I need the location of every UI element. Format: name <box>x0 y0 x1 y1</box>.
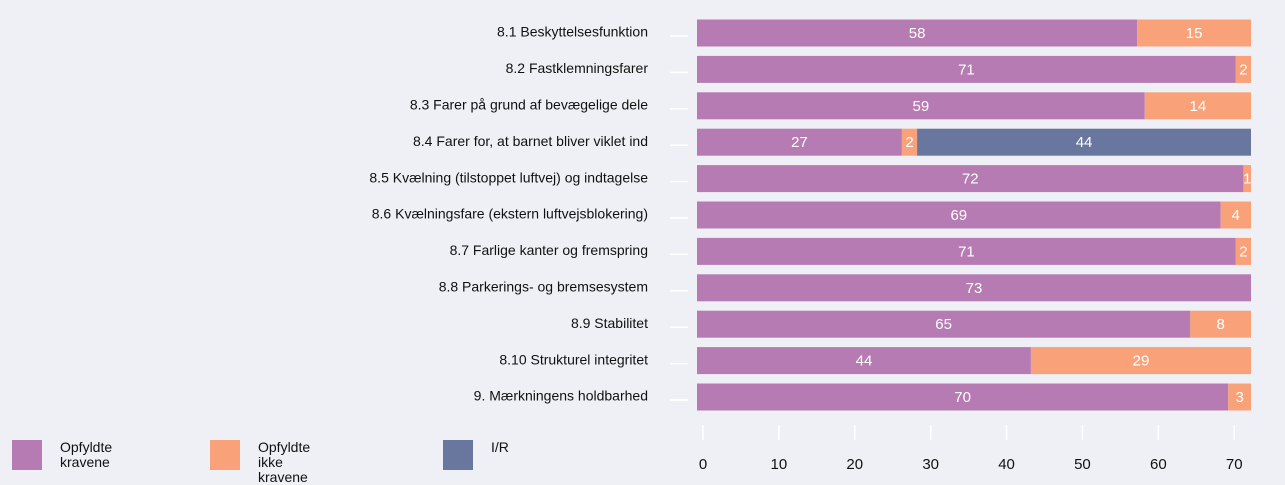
bar-segment <box>697 310 1191 338</box>
value-label: 14 <box>1190 98 1207 115</box>
bar-segment <box>697 55 1236 83</box>
legend-item: Opfyldte ikke kravene <box>210 440 333 485</box>
bar-segment <box>917 128 1251 156</box>
value-label: 65 <box>935 316 952 333</box>
value-label: 59 <box>913 98 930 115</box>
bar-segment <box>1030 347 1251 375</box>
bar-segment <box>697 201 1221 229</box>
x-tick-label: 30 <box>922 456 939 473</box>
bar-segment <box>697 165 1244 193</box>
category-label: 8.10 Strukturel integritet <box>499 351 648 367</box>
bar-segment <box>901 128 918 156</box>
bar-segment <box>1243 165 1251 193</box>
legend-label: Opfyldte kravene <box>60 439 113 470</box>
bar-segment <box>697 383 1229 411</box>
value-label: 44 <box>1076 134 1093 151</box>
bar-segment <box>697 237 1236 265</box>
category-label: 8.1 Beskyttelsesfunktion <box>497 24 648 40</box>
legend-label: Opfyldte ikke kravene <box>258 439 311 485</box>
category-label: 8.4 Farer for, at barnet bliver viklet i… <box>413 133 648 149</box>
bar-segment <box>1228 383 1251 411</box>
value-label: 70 <box>954 389 971 406</box>
legend-swatch <box>12 440 42 470</box>
x-tick-label: 20 <box>846 456 863 473</box>
bar-segment <box>697 274 1251 302</box>
bar-segment <box>697 92 1145 120</box>
bar-segment <box>697 128 902 156</box>
category-label: 9. Mærkningens holdbarhed <box>474 388 648 404</box>
x-tick-label: 10 <box>771 456 788 473</box>
legend-item: Opfyldte kravene <box>12 440 135 470</box>
bar-segment <box>1137 19 1251 47</box>
value-label: 2 <box>1239 243 1247 260</box>
value-label: 27 <box>791 134 808 151</box>
category-label: 8.2 Fastklemningsfarer <box>506 60 649 76</box>
value-label: 71 <box>958 61 975 78</box>
value-label: 1 <box>1243 171 1251 188</box>
value-label: 71 <box>958 243 975 260</box>
category-label: 8.5 Kvælning (tilstoppet luftvej) og ind… <box>369 169 648 185</box>
value-label: 3 <box>1235 389 1243 406</box>
category-label: 8.9 Stabilitet <box>571 315 648 331</box>
value-label: 72 <box>962 171 979 188</box>
value-label: 2 <box>905 134 913 151</box>
value-label: 2 <box>1239 61 1247 78</box>
chart: 8.1 Beskyttelsesfunktion 58 15 8.2 Fastklem… <box>369 19 1251 473</box>
bar-segment <box>697 347 1031 375</box>
category-label: 8.6 Kvælningsfare (ekstern luftvejsbloke… <box>372 206 648 222</box>
x-tick-label: 70 <box>1226 456 1243 473</box>
bar-segment <box>1190 310 1251 338</box>
bar-segment <box>1144 92 1251 120</box>
value-label: 69 <box>950 207 967 224</box>
x-tick-label: 40 <box>998 456 1015 473</box>
legend-label: I/R <box>491 439 509 455</box>
x-tick-label: 0 <box>699 456 707 473</box>
legend-swatch <box>210 440 240 470</box>
bar-segment <box>1235 237 1251 265</box>
x-tick-label: 50 <box>1074 456 1091 473</box>
category-label: 8.7 Farlige kanter og fremspring <box>450 242 648 258</box>
bar-segment <box>1220 201 1251 229</box>
value-label: 58 <box>909 25 926 42</box>
value-label: 15 <box>1186 25 1203 42</box>
bar-segment <box>697 19 1138 47</box>
value-label: 29 <box>1133 353 1150 370</box>
page: {"chart_data": {"type": "stacked-barh", … <box>12 19 1252 485</box>
bar-segment <box>1235 55 1251 83</box>
value-label: 4 <box>1232 207 1240 224</box>
legend-item: I/R <box>443 440 566 470</box>
value-label: 73 <box>966 280 983 297</box>
value-label: 44 <box>856 353 873 370</box>
x-tick-label: 60 <box>1150 456 1167 473</box>
value-label: 8 <box>1216 316 1224 333</box>
legend-swatch <box>443 440 473 470</box>
category-label: 8.3 Farer på grund af bevægelige dele <box>410 97 648 113</box>
category-label: 8.8 Parkerings- og bremsesystem <box>439 279 648 295</box>
